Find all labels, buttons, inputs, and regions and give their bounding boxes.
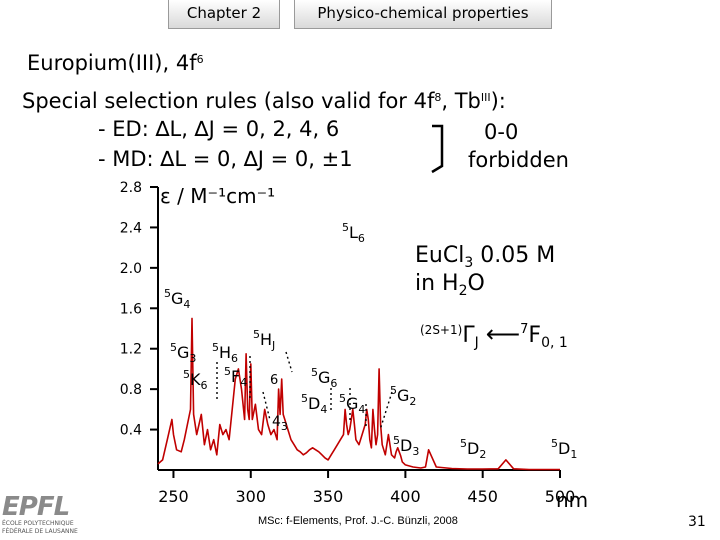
annot-5G6: 5G6 bbox=[311, 366, 338, 390]
annot-5L6: 5L6 bbox=[342, 221, 365, 245]
forbidden-label: forbidden bbox=[468, 148, 569, 172]
section-tab: Physico-chemical properties bbox=[294, 0, 552, 29]
y-tick-label: 2.8 bbox=[120, 180, 142, 196]
y-tick-label: 1.2 bbox=[120, 342, 142, 358]
annot-5G3: 5G3 bbox=[170, 341, 197, 365]
annot-5G2: 5G2 bbox=[390, 384, 417, 408]
x-tick-label: 500 bbox=[545, 487, 576, 506]
epfl-logo: EPFL ÉCOLE POLYTECHNIQUE FÉDÉRALE DE LAU… bbox=[2, 492, 78, 535]
annot-5G4-left: 5G4 bbox=[164, 287, 191, 311]
annot-5K6: 5K6 bbox=[183, 368, 208, 392]
y-tick-label: 0.4 bbox=[120, 423, 142, 439]
title-line-1: Europium(III), 4f6 bbox=[27, 51, 204, 75]
legend-line-2: in H2O bbox=[415, 271, 485, 299]
x-tick-label: 250 bbox=[158, 487, 189, 506]
page-number: 31 bbox=[688, 514, 706, 530]
y-tick-label: 2.0 bbox=[120, 261, 142, 277]
annot-5F4: 5F4 bbox=[224, 365, 248, 389]
annot-5D1: 5D1 bbox=[551, 437, 578, 461]
x-unit-label: nm bbox=[556, 488, 589, 512]
x-tick-label: 400 bbox=[390, 487, 421, 506]
x-tick-label: 300 bbox=[235, 487, 266, 506]
annot-43: 43 bbox=[272, 414, 288, 433]
annot-5G4-right: 5G4 bbox=[339, 392, 366, 416]
y-tick-label: 2.4 bbox=[120, 220, 142, 236]
rule-ed: - ED: ∆L, ∆J = 0, 2, 4, 6 bbox=[98, 117, 340, 141]
term-notation: (2S+1)ΓJ ⟵7F0, 1 bbox=[420, 320, 568, 351]
annot-5D3: 5D3 bbox=[393, 434, 420, 458]
brace-icon bbox=[431, 124, 444, 174]
footer-credit: MSc: f-Elements, Prof. J.-C. Bünzli, 200… bbox=[258, 515, 458, 527]
chapter-tab: Chapter 2 bbox=[168, 0, 280, 29]
x-tick-label: 350 bbox=[313, 487, 344, 506]
rule-md: - MD: ∆L = 0, ∆J = 0, ±1 bbox=[98, 147, 353, 171]
y-tick-label: 0.8 bbox=[120, 382, 142, 398]
annot-6: 6 bbox=[270, 373, 279, 388]
annot-5D4: 5D4 bbox=[301, 392, 328, 416]
y-axis-label: ε / M⁻¹cm⁻¹ bbox=[160, 184, 276, 208]
annot-5D2: 5D2 bbox=[460, 437, 487, 461]
legend-line-1: EuCl3 0.05 M bbox=[415, 243, 556, 271]
title-line-2: Special selection rules (also valid for … bbox=[22, 89, 506, 113]
y-tick-label: 1.6 bbox=[120, 301, 142, 317]
annot-5HJ: 5HJ bbox=[253, 328, 276, 352]
spectrum-line bbox=[157, 317, 560, 471]
x-tick-label: 450 bbox=[467, 487, 498, 506]
annot-5H6: 5H6 bbox=[212, 341, 239, 365]
transition-label: 0-0 bbox=[484, 120, 519, 144]
